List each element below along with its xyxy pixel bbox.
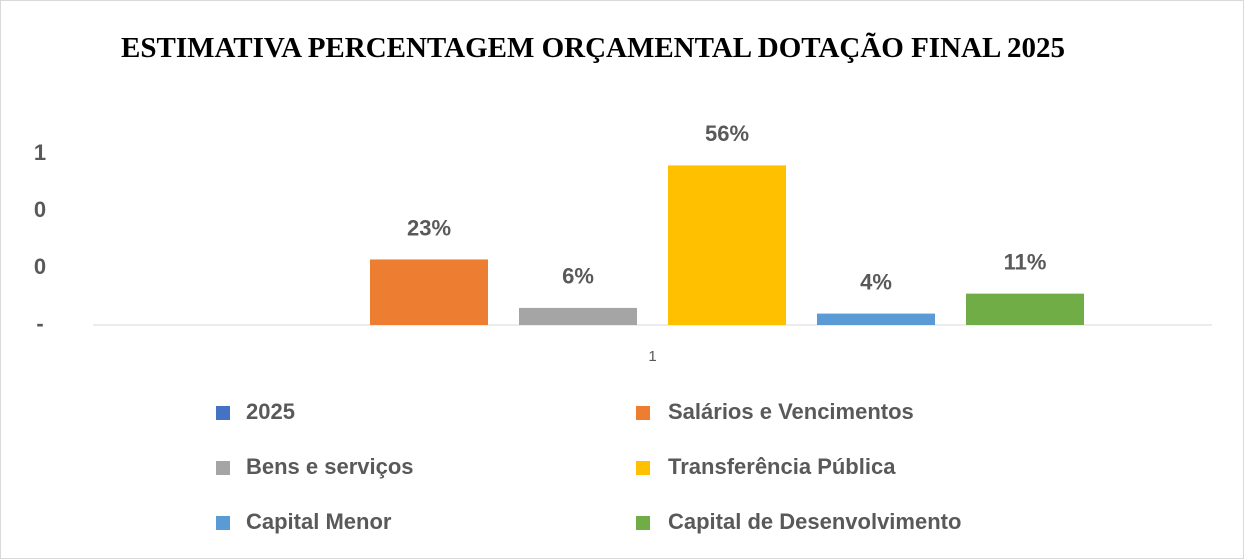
legend-marker [636, 406, 650, 420]
bar [817, 313, 935, 325]
chart-title: ESTIMATIVA PERCENTAGEM ORÇAMENTAL DOTAÇÃ… [121, 32, 1065, 64]
legend-marker [216, 461, 230, 475]
y-tick-label: 0 [34, 254, 46, 279]
data-label: 11% [1004, 249, 1047, 274]
legend-marker [216, 516, 230, 530]
data-label: 6% [562, 264, 594, 289]
bar [668, 165, 786, 325]
legend-label: Capital de Desenvolvimento [668, 509, 961, 534]
legend-marker [636, 516, 650, 530]
y-tick-label: 1 [34, 140, 46, 165]
legend-label: Salários e Vencimentos [668, 399, 914, 424]
bar [370, 259, 488, 325]
y-tick-label: - [36, 311, 43, 336]
y-tick-label: 0 [34, 197, 46, 222]
bar [966, 293, 1084, 325]
data-label: 23% [407, 215, 451, 240]
bar [519, 307, 637, 325]
legend-label: 2025 [246, 399, 295, 424]
x-tick-label: 1 [648, 348, 656, 365]
legend-marker [636, 461, 650, 475]
legend-label: Bens e serviços [246, 454, 414, 479]
data-label: 4% [860, 269, 892, 294]
legend-marker [216, 406, 230, 420]
legend-label: Transferência Pública [668, 454, 896, 479]
legend-label: Capital Menor [246, 509, 392, 534]
data-label: 56% [705, 121, 749, 146]
